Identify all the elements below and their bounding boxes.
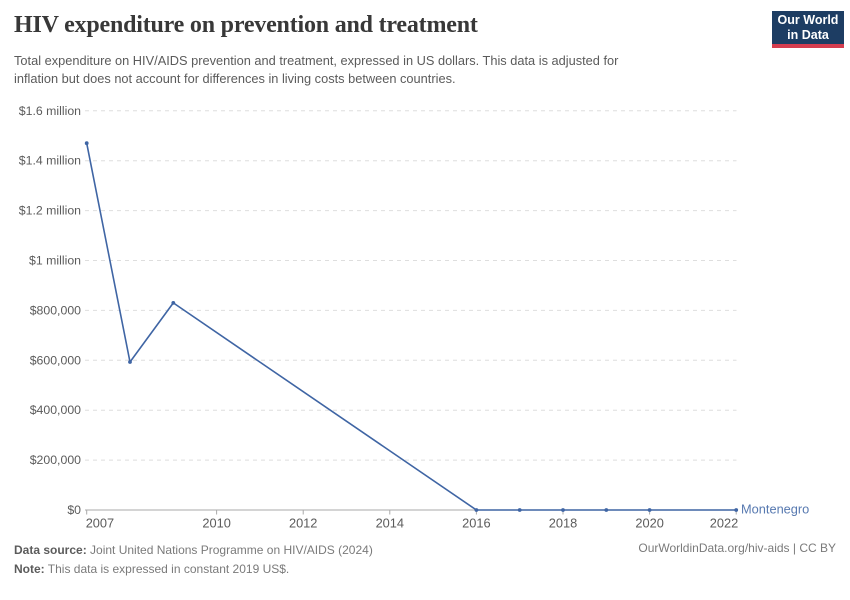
data-source-label: Data source: [14,543,87,557]
y-axis-tick-label: $800,000 [30,303,81,317]
x-axis-tick-label: 2016 [462,516,490,531]
data-point-marker[interactable] [517,508,522,512]
data-point-marker[interactable] [561,508,565,512]
x-axis-tick-label: 2018 [549,516,577,531]
series-label[interactable]: Montenegro [741,502,809,517]
data-point-marker[interactable] [604,508,609,512]
y-axis-tick-label: $400,000 [30,403,81,417]
page-title: HIV expenditure on prevention and treatm… [14,12,478,38]
note-text: This data is expressed in constant 2019 … [44,561,290,576]
data-point-marker[interactable] [734,508,739,512]
x-axis-tick-label: 2012 [289,516,317,531]
series-line-montenegro[interactable] [85,143,737,511]
owid-logo-line2: in Data [787,27,829,42]
x-axis-tick-label: 2020 [635,516,663,531]
note-label: Note: [14,561,45,576]
data-point-marker[interactable] [474,508,479,512]
data-source-row: Data source: Joint United Nations Progra… [14,541,836,560]
data-point-marker[interactable] [84,141,89,146]
x-axis-tick-label: 2007 [86,516,114,531]
y-axis-tick-label: $1.2 million [19,204,81,218]
y-axis-tick-label: $600,000 [30,353,81,367]
data-source-text: Joint United Nations Programme on HIV/AI… [86,543,373,557]
x-axis-tick-label: 2010 [202,516,230,531]
y-axis-tick-label: $200,000 [30,453,81,467]
x-axis-tick-label: 2014 [376,516,404,531]
chart-footer: Data source: Joint United Nations Progra… [14,541,836,578]
y-axis-tick-label: $1.4 million [19,154,81,168]
y-axis-tick-label: $1 million [29,254,81,268]
data-point-marker[interactable] [171,301,176,305]
chart-subtitle: Total expenditure on HIV/AIDS prevention… [14,53,619,86]
owid-logo[interactable]: Our World in Data [772,11,844,48]
x-axis-tick-label: 2022 [710,516,738,531]
footer-link[interactable]: OurWorldinData.org/hiv-aids | CC BY [638,541,836,555]
data-point-marker[interactable] [128,360,132,364]
note-row: Note: This data is expressed in constant… [14,560,836,579]
y-axis-tick-label: $0 [67,503,81,517]
data-point-marker[interactable] [647,508,652,512]
y-axis-tick-label: $1.6 million [19,104,81,118]
owid-logo-line1: Our World [777,12,839,27]
